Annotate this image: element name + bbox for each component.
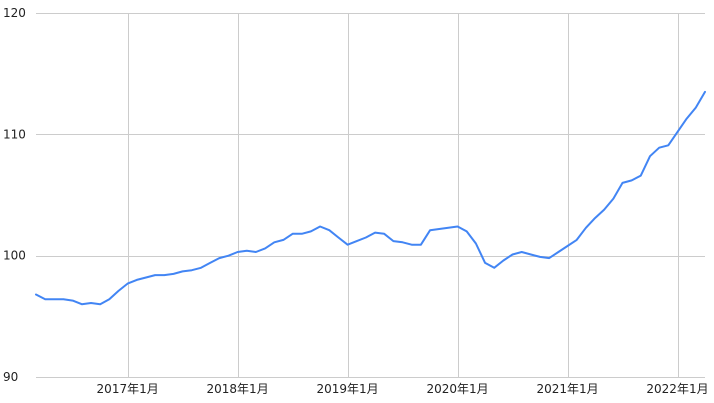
y-tick-label: 90	[3, 370, 18, 384]
series-line	[35, 90, 706, 306]
x-tick-label: 2020年1月	[426, 382, 488, 396]
x-axis-ticks: 2017年1月 2018年1月 2019年1月 2020年1月 2021年1月 2022年…	[97, 382, 709, 396]
y-tick-label: 100	[3, 249, 26, 263]
x-tick-label: 2018年1月	[207, 382, 269, 396]
x-tick-label: 2021年1月	[536, 382, 598, 396]
grid-layer	[36, 13, 705, 378]
x-tick-label: 2019年1月	[316, 382, 378, 396]
x-tick-label: 2022年1月	[646, 382, 708, 396]
series-layer	[35, 90, 706, 306]
y-tick-label: 120	[3, 6, 26, 20]
y-axis-ticks: 90 100 110 120	[3, 6, 26, 384]
y-tick-label: 110	[3, 127, 26, 141]
x-tick-label: 2017年1月	[97, 382, 159, 396]
